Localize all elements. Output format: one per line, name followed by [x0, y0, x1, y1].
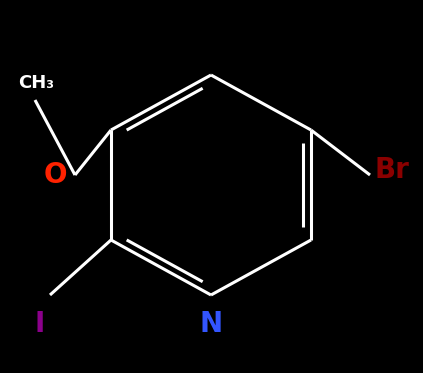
Text: Br: Br: [375, 156, 410, 184]
Text: N: N: [199, 310, 222, 338]
Text: O: O: [43, 161, 67, 189]
Text: I: I: [35, 310, 45, 338]
Text: CH₃: CH₃: [18, 74, 54, 92]
